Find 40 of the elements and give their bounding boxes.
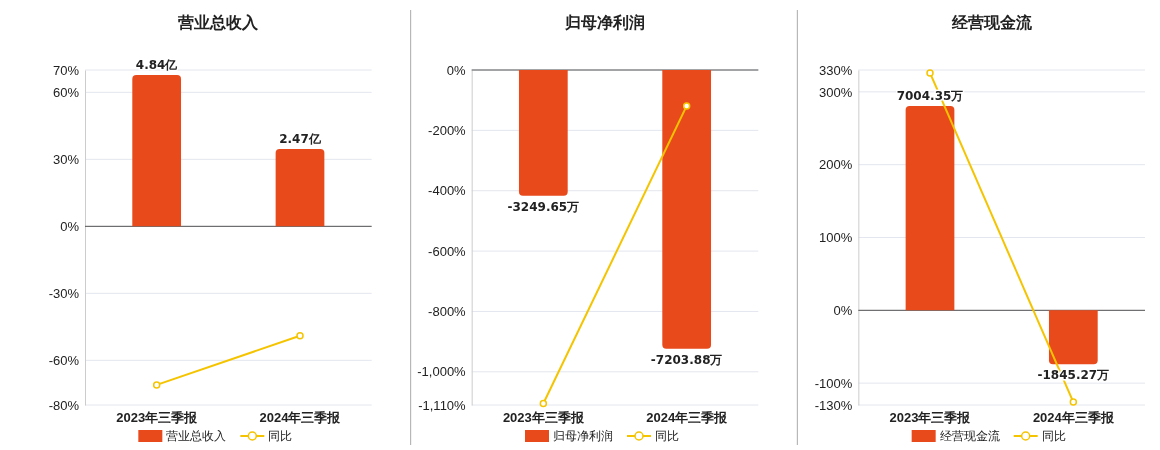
legend-label: 营业总收入 [166,429,227,443]
y-tick-label: 0% [833,302,853,318]
data-label: 4.84亿 [135,58,179,72]
legend-label: 同比 [1041,429,1066,443]
y-tick-label: -100% [814,375,853,391]
y-tick-label: 330% [819,62,853,78]
x-tick-label: 2023年三季报 [116,410,199,426]
x-tick-label: 2024年三季报 [646,410,729,426]
chart-title: 营业总收入 [177,13,260,32]
y-tick-label: -200% [428,123,467,139]
legend-label: 经营现金流 [939,429,1000,443]
legend-label: 同比 [655,429,679,443]
legend-label: 归母净利润 [553,429,613,443]
data-label: 2.47亿 [279,132,322,147]
y-tick-label: -1,000% [417,364,467,380]
y-tick-label: 100% [819,230,853,246]
y-tick-label: -60% [48,352,80,368]
chart-title: 经营现金流 [950,13,1033,32]
y-tick-label: 0% [60,218,80,234]
legend-label: 同比 [268,429,293,443]
y-tick-label: -600% [428,243,467,259]
y-tick-label: 60% [52,84,80,100]
data-label: -7203.88万 [650,352,723,367]
x-tick-label: 2023年三季报 [889,410,972,426]
y-tick-label: 30% [52,151,80,167]
y-tick-label: -80% [48,397,80,413]
chart-title: 归母净利润 [564,13,645,32]
y-tick-label: 200% [819,157,853,173]
y-tick-label: -1,110% [418,397,467,413]
x-tick-label: 2023年三季报 [502,410,585,426]
y-tick-label: 300% [819,84,853,100]
x-tick-label: 2024年三季报 [1032,410,1115,426]
data-label: -3249.65万 [507,199,580,214]
y-tick-label: -400% [428,183,467,199]
y-tick-label: 0% [446,62,467,78]
y-tick-label: 70% [52,62,80,78]
y-tick-label: -130% [814,397,853,413]
x-tick-label: 2024年三季报 [259,410,342,426]
y-tick-label: -30% [48,285,80,301]
y-tick-label: -800% [428,304,467,320]
